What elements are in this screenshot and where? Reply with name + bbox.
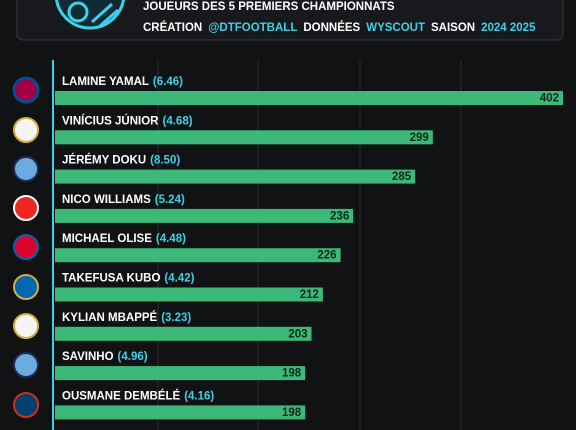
- value-label: 299: [410, 132, 429, 144]
- value-label: 236: [330, 210, 349, 222]
- bar: [55, 208, 354, 223]
- player-note: (8.50): [150, 155, 180, 167]
- value-label: 226: [317, 250, 336, 262]
- credit-part: CRÉATION: [143, 21, 202, 34]
- credit-part: 2024 2025: [481, 22, 536, 34]
- credit-part: @DTFOOTBALL: [208, 22, 297, 34]
- credit-part: WYSCOUT: [366, 22, 425, 34]
- value-label: 402: [540, 93, 559, 105]
- club-badge: [13, 195, 39, 221]
- club-badge: [13, 274, 39, 300]
- value-label: 203: [288, 328, 307, 340]
- subtitle: JOUEURS DES 5 PREMIERS CHAMPIONNATS: [143, 1, 395, 13]
- bar: [55, 287, 323, 302]
- category-label: MICHAEL OLISE (4.48): [62, 233, 186, 245]
- category-label: LAMINE YAMAL (6.46): [62, 76, 183, 88]
- value-label: 198: [282, 407, 302, 419]
- player-note: (4.42): [164, 273, 194, 285]
- value-label: 212: [300, 289, 319, 301]
- bar: [55, 326, 312, 341]
- bar: [55, 366, 306, 381]
- bar: [55, 248, 341, 263]
- player-name: TAKEFUSA KUBO: [62, 273, 160, 285]
- category-label: KYLIAN MBAPPÉ (3.23): [62, 311, 191, 324]
- player-note: (4.16): [184, 390, 214, 402]
- category-label: OUSMANE DEMBÉLÉ (4.16): [62, 389, 214, 402]
- player-name: JÉRÉMY DOKU: [62, 154, 146, 167]
- bar: [55, 169, 416, 184]
- logo-lines: [90, 2, 119, 28]
- club-badge: [12, 76, 40, 104]
- value-label: 198: [282, 368, 302, 380]
- player-note: (6.46): [153, 76, 183, 88]
- player-note: (5.24): [155, 194, 185, 206]
- player-note: (4.48): [156, 233, 186, 245]
- bar: [55, 130, 433, 145]
- player-name: SAVINHO: [62, 351, 114, 363]
- player-name: OUSMANE DEMBÉLÉ: [62, 389, 181, 402]
- club-badge: [13, 117, 39, 143]
- player-name: VINÍCIUS JÚNIOR: [62, 114, 159, 127]
- player-name: NICO WILLIAMS: [62, 194, 151, 206]
- club-badge: [13, 392, 39, 418]
- bar: [55, 91, 563, 105]
- category-label: JÉRÉMY DOKU (8.50): [62, 154, 180, 167]
- category-label: TAKEFUSA KUBO (4.42): [62, 273, 195, 285]
- club-badges: [12, 76, 40, 418]
- header-panel: [16, 0, 564, 41]
- club-badge: [13, 234, 39, 260]
- player-note: (4.68): [163, 115, 193, 127]
- player-note: (3.23): [161, 312, 191, 324]
- category-label: VINÍCIUS JÚNIOR (4.68): [62, 114, 193, 127]
- logo-ball: [67, 1, 89, 23]
- credit-part: SAISON: [431, 22, 475, 34]
- bar: [55, 405, 306, 420]
- logo: [55, 0, 125, 30]
- player-note: (4.96): [118, 351, 148, 363]
- credits: CRÉATION @DTFOOTBALL DONNÉES WYSCOUT SAISON 2…: [143, 21, 536, 34]
- club-badge: [13, 313, 39, 339]
- player-name: LAMINE YAMAL: [62, 76, 149, 88]
- player-name: MICHAEL OLISE: [62, 233, 152, 245]
- category-label: NICO WILLIAMS (5.24): [62, 194, 185, 206]
- club-badge: [13, 156, 39, 182]
- player-name: KYLIAN MBAPPÉ: [62, 311, 158, 324]
- category-label: SAVINHO (4.96): [62, 351, 148, 363]
- club-badge: [13, 352, 39, 378]
- credit-part: DONNÉES: [303, 21, 360, 34]
- value-label: 285: [392, 171, 412, 183]
